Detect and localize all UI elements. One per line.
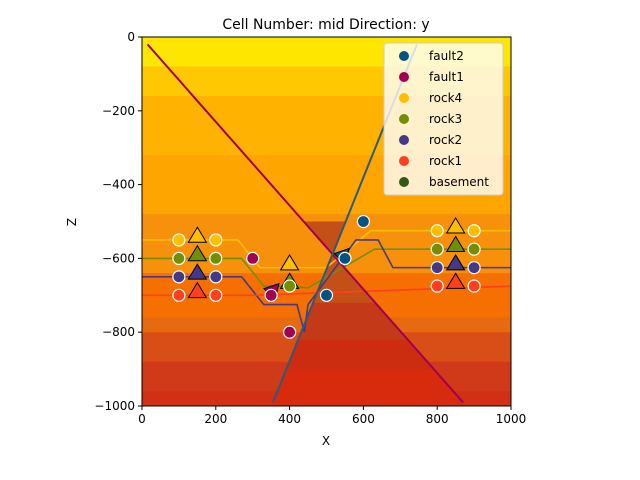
legend-marker-basement bbox=[399, 177, 409, 187]
rock4-orientation-marker bbox=[187, 226, 208, 243]
fault1-line bbox=[146, 43, 464, 403]
fault-block-layer bbox=[271, 369, 467, 406]
rock4-contact-line bbox=[142, 229, 511, 269]
rock4-orientation-marker bbox=[445, 217, 466, 234]
rock2-orientation-marker bbox=[445, 253, 466, 271]
rock4-point bbox=[172, 233, 186, 247]
axes-frame bbox=[141, 36, 512, 407]
legend-label-rock3: rock3 bbox=[429, 112, 462, 126]
x-tick-label: 600 bbox=[352, 412, 375, 426]
axes: 0 200 400 600 800 1000 0 −200 −400 −600 −800 −1000 bbox=[94, 30, 526, 426]
rock4-orientation-marker bbox=[279, 253, 300, 271]
legend-label-fault1: fault1 bbox=[429, 70, 464, 84]
rock3-orientation-marker bbox=[187, 244, 208, 262]
legend-box bbox=[383, 42, 504, 196]
legend-label-rock4: rock4 bbox=[429, 91, 462, 105]
legend-marker-rock1 bbox=[399, 156, 409, 166]
legend-marker-rock4 bbox=[399, 93, 409, 103]
rock2-point bbox=[209, 270, 223, 284]
rock1-point bbox=[172, 288, 186, 302]
legend: fault2 fault1 rock4 rock3 rock2 rock1 basement bbox=[383, 42, 504, 196]
y-tick-label: 0 bbox=[127, 30, 135, 44]
x-tick-label: 200 bbox=[204, 412, 227, 426]
rock1-point bbox=[209, 288, 223, 302]
rock1-point bbox=[430, 279, 444, 293]
fault2-point bbox=[356, 214, 370, 229]
rock3-point bbox=[172, 251, 186, 265]
rock3-contact-line bbox=[142, 248, 511, 289]
fault-block-layer bbox=[298, 302, 408, 340]
rock3-point bbox=[209, 251, 223, 265]
x-axis-label: X bbox=[322, 434, 330, 448]
rock4-point bbox=[209, 233, 223, 247]
legend-marker-rock3 bbox=[399, 114, 409, 124]
y-axis-label: Z bbox=[65, 218, 79, 226]
rock2-orientation-marker bbox=[187, 263, 208, 280]
rock3-orientation-marker bbox=[445, 235, 466, 252]
rock1-orientation-marker bbox=[445, 272, 466, 289]
legend-marker-fault1 bbox=[399, 72, 409, 82]
x-tick-label: 400 bbox=[278, 412, 301, 426]
rock4-point bbox=[430, 224, 444, 238]
y-tick-label: −200 bbox=[102, 104, 135, 118]
legend-label-rock2: rock2 bbox=[429, 133, 462, 147]
y-tick-label: −400 bbox=[102, 178, 135, 192]
rock2-point bbox=[172, 270, 186, 284]
rock2-point bbox=[430, 261, 444, 275]
legend-label-fault2: fault2 bbox=[429, 49, 464, 63]
chart-title: Cell Number: mid Direction: y bbox=[222, 17, 429, 33]
fault1-point bbox=[283, 325, 297, 339]
x-tick-label: 800 bbox=[426, 412, 449, 426]
y-tick-label: −1000 bbox=[94, 399, 135, 413]
fault1-point bbox=[246, 251, 260, 265]
y-tick-label: −600 bbox=[102, 251, 135, 265]
legend-marker-rock2 bbox=[399, 135, 409, 145]
legend-label-basement: basement bbox=[429, 175, 489, 189]
rock3-point bbox=[430, 242, 444, 256]
fault2-point bbox=[338, 251, 352, 265]
fault-block-layer bbox=[286, 339, 434, 370]
rock3-point bbox=[467, 242, 481, 256]
legend-label-rock1: rock1 bbox=[429, 154, 462, 168]
rock1-point bbox=[467, 279, 481, 293]
y-tick-label: −800 bbox=[102, 325, 135, 339]
rock1-orientation-marker bbox=[187, 281, 208, 299]
rock3-point bbox=[283, 279, 297, 293]
rock2-point bbox=[467, 261, 481, 275]
fault1-point bbox=[264, 288, 278, 302]
rock4-point bbox=[467, 224, 481, 238]
x-tick-label: 1000 bbox=[496, 412, 527, 426]
x-tick-label: 0 bbox=[138, 412, 146, 426]
legend-marker-fault2 bbox=[399, 51, 409, 61]
fault2-point bbox=[319, 288, 334, 302]
